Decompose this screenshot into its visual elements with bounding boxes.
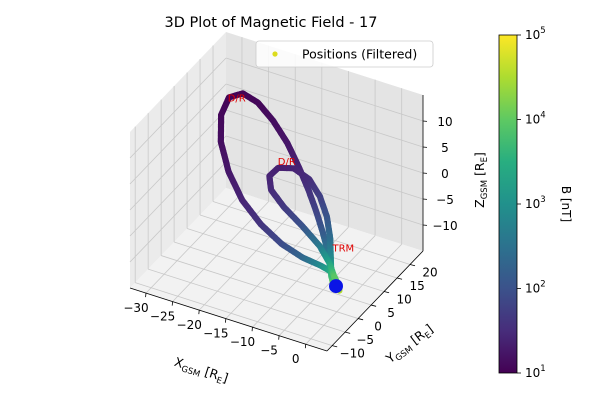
grid-line-z [225,109,424,174]
grid-line-z [129,57,227,159]
grid-line-z [129,135,227,237]
grid-line-x [305,243,402,345]
x-axis-tick-label: 0 [292,352,300,366]
legend: Positions (Filtered) [255,40,434,68]
colorbar-tick-label: 102 [525,280,546,296]
x-axis-tick-label: −10 [230,335,255,349]
grid-line-z [225,161,424,226]
y-axis-label: YGSM [RE] [382,321,437,369]
y-axis-tick [371,304,377,307]
svg-text:XGSM [RE]: XGSM [RE] [172,354,231,388]
grid-line-x [198,209,296,311]
y-axis-tick-label: 20 [422,266,437,280]
series-inner-loop [266,164,338,281]
x-axis-label: XGSM [RE] [172,354,231,388]
y-axis-tick [332,345,338,348]
grid-line-y [148,268,346,333]
y-axis-tick-label: 5 [387,306,395,320]
grid-line-y [186,228,385,292]
colorbar-label: B [nT] [559,186,573,222]
colorbar-tick-label: 105 [525,26,546,42]
colorbar-ticks: 101 102 103 104 105 [517,26,546,380]
grid-line-z [225,83,424,148]
grid-line-y [135,282,333,346]
annotations: D/R D/R TRM [228,93,354,254]
y-axis-tick-label: 10 [396,293,411,307]
annotation-label: D/R [278,157,296,168]
legend-frame [255,40,434,68]
grid-line-z [225,135,424,200]
axis-grid [129,37,424,346]
x-axis-tick-label: −30 [123,301,148,315]
y-axis-tick [345,331,351,334]
annotation-label: D/R [228,93,246,104]
y-axis-line [326,250,424,352]
legend-marker [272,51,278,57]
colorbar-tick-label: 104 [525,111,546,127]
x-axis-tick-label: −25 [150,310,175,324]
data-point [331,274,338,281]
svg-text:YGSM [RE]: YGSM [RE] [382,321,437,369]
colorbar-gradient [498,34,518,374]
z-axis-label: ZGSM [RE] [472,152,490,208]
z-axis-tick-label: 0 [441,167,449,181]
y-axis-tick-label: −5 [356,333,374,347]
grid-line-x [225,218,323,319]
grid-line-z [129,83,227,185]
z-axis-tick-label: 10 [437,115,452,129]
z-axis-tick-label: 5 [441,141,449,155]
colorbar-tick-label: 101 [525,364,546,380]
z-axis-tick-label: −10 [432,219,457,233]
data-series [217,90,343,294]
grid-line-z [225,57,424,122]
y-axis-tick-label: −10 [340,347,365,361]
svg-text:ZGSM [RE]: ZGSM [RE] [472,152,490,208]
y-axis-tick [358,318,364,321]
grid-line-y [161,255,359,319]
pane-floor [130,188,423,351]
grid-line-x [278,235,376,336]
y-axis-tick [383,291,390,294]
grid-line-z [129,161,227,263]
x-axis-tick-label: −20 [177,318,202,332]
colorbar: 101 102 103 104 105 B [nT] [498,26,573,380]
y-axis-tick-label: 0 [374,320,382,334]
grid-line-y [173,241,372,306]
chart-title: 3D Plot of Magnetic Field - 17 [165,15,378,31]
x-axis-tick-label: −5 [260,344,278,358]
legend-label: Positions (Filtered) [302,47,417,62]
x-axis-line [129,287,328,352]
grid-line-z [129,109,227,211]
spacecraft-position-marker [329,279,343,294]
colorbar-tick-label: 103 [525,195,546,211]
y-axis-tick [396,277,403,280]
grid-line-x [145,192,243,294]
x-axis-tick-label: −15 [203,327,228,341]
annotation-label: TRM [332,244,355,255]
z-axis-tick-label: −5 [436,193,454,207]
grid-line-y [199,214,398,279]
y-axis-tick [409,264,416,267]
y-axis-tick-label: 15 [409,279,424,293]
